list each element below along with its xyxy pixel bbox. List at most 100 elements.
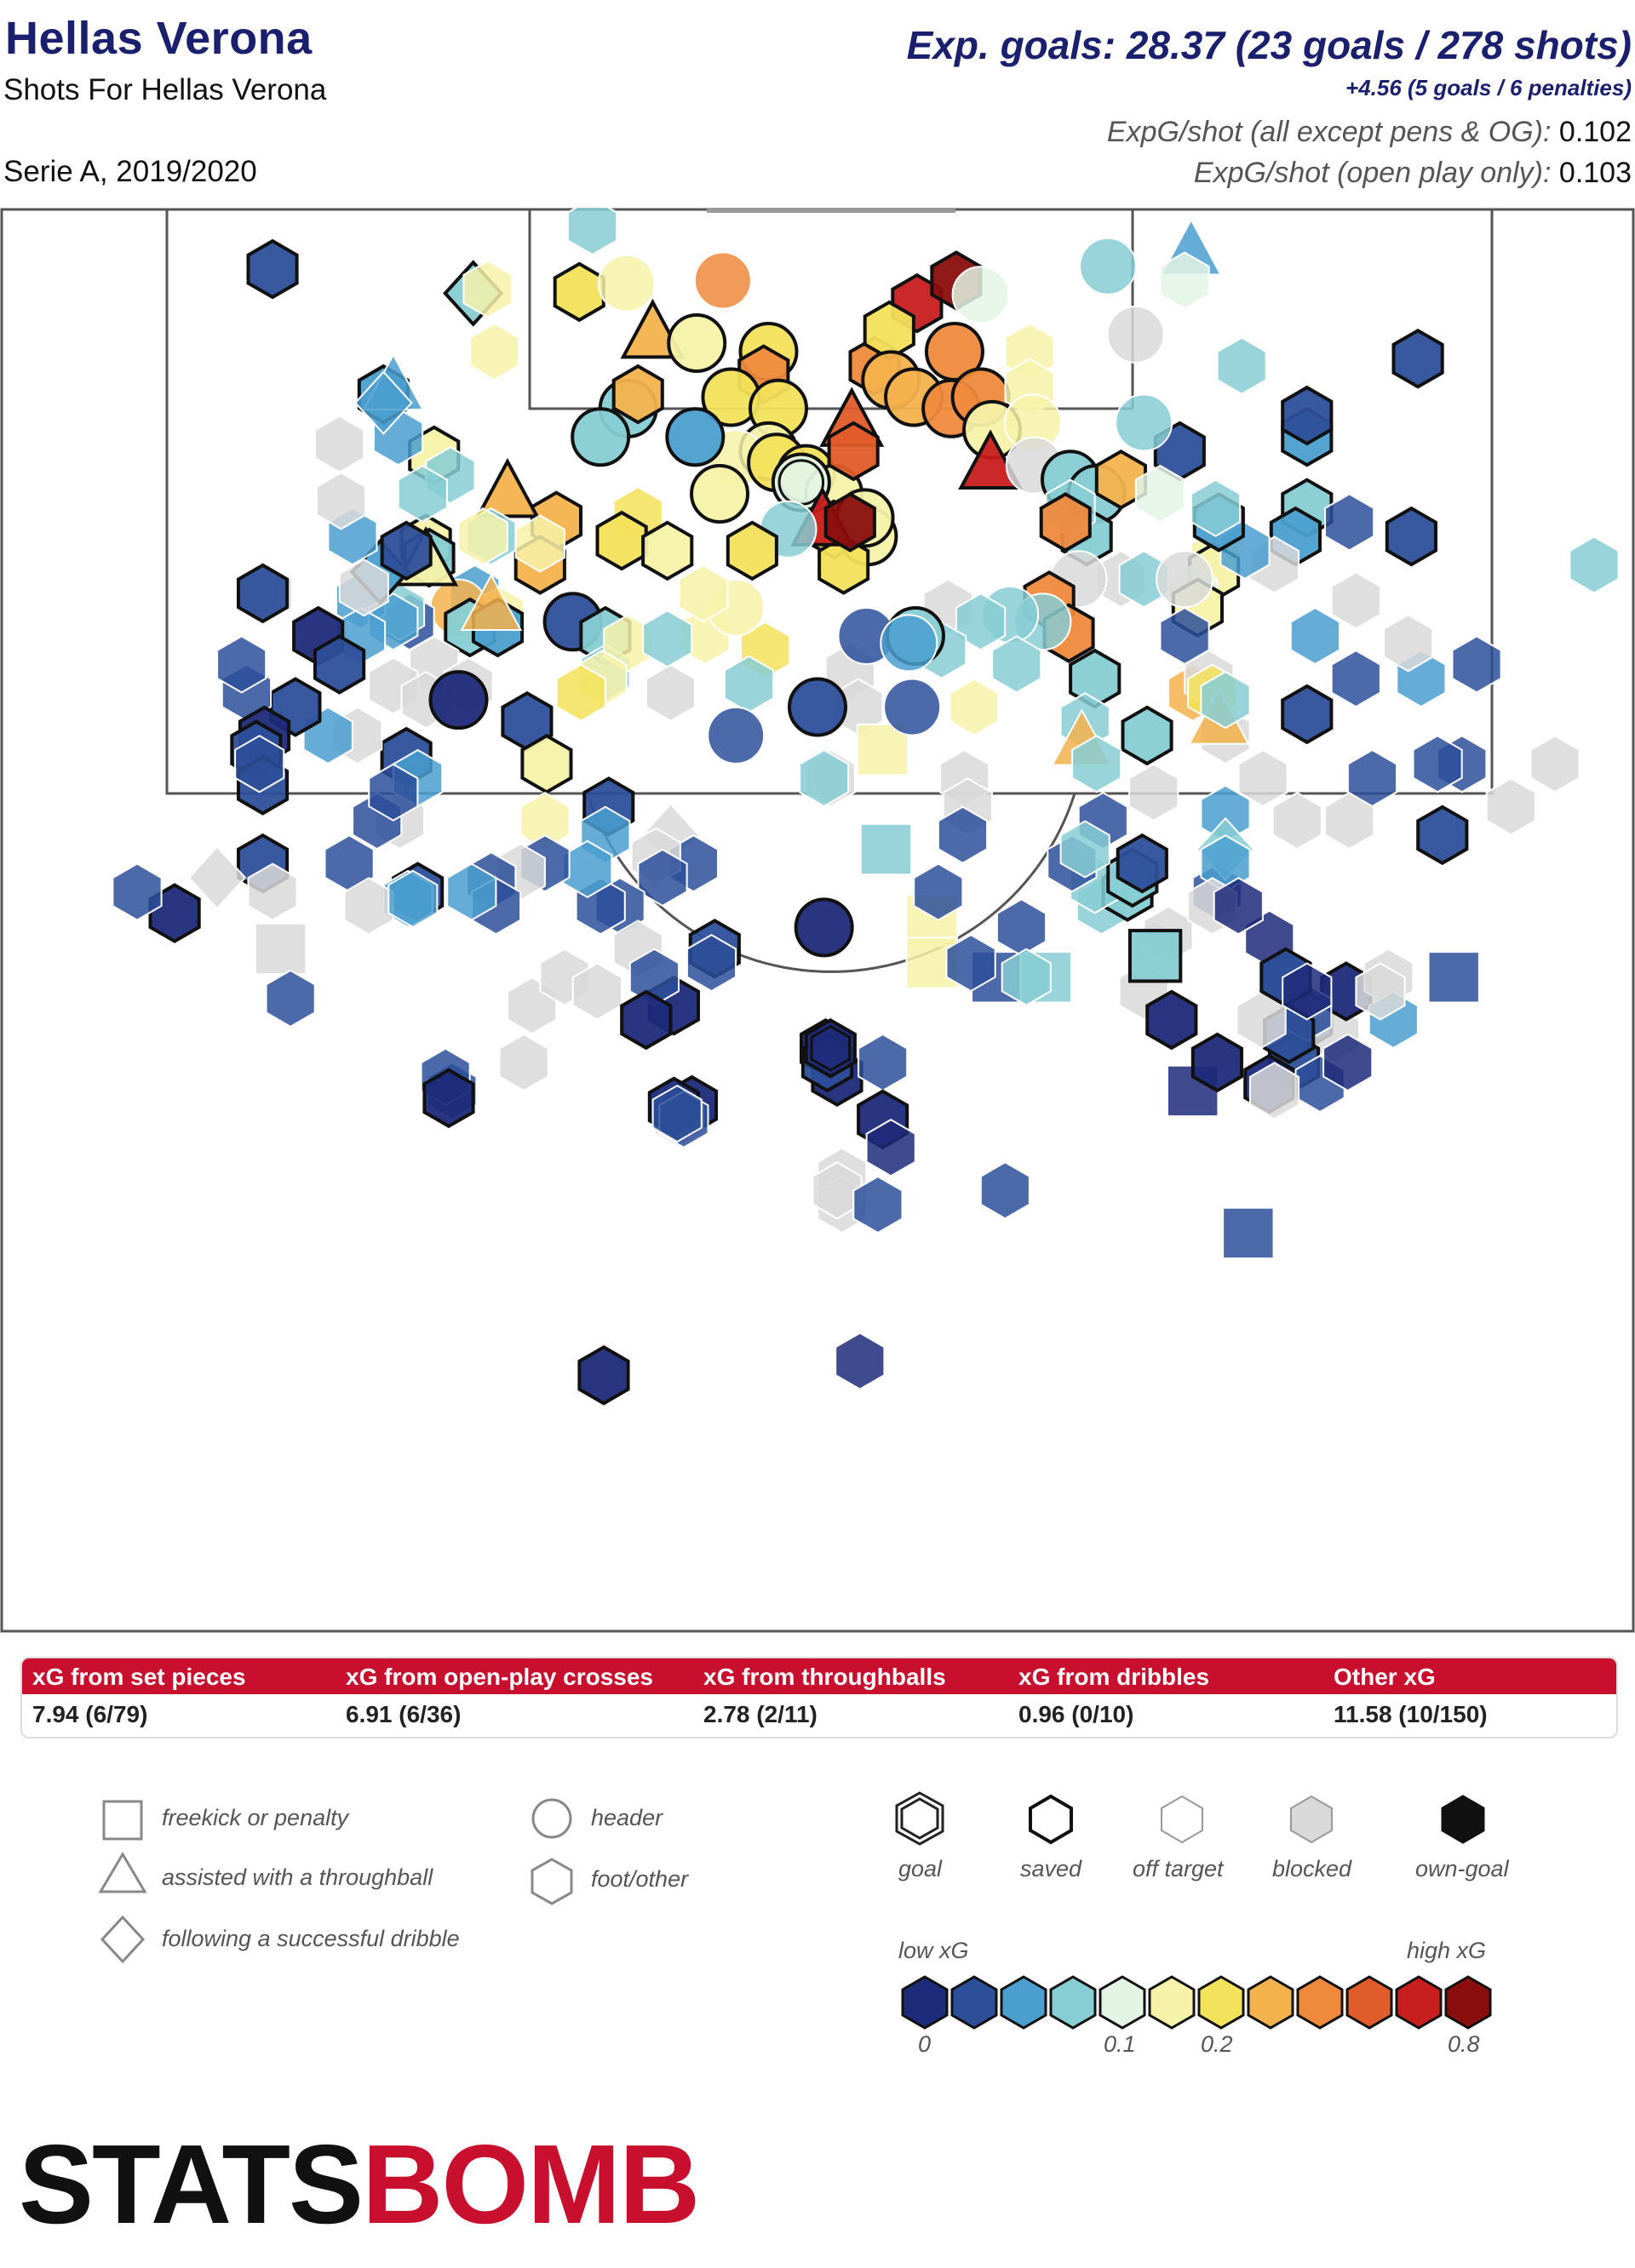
shot-foot-blocked-299 [812,1161,863,1220]
shot-marker-253 [520,733,573,794]
legend-circle-label: header [591,1805,663,1830]
xg-per-shot-open-value: 0.103 [1558,157,1632,189]
scale-swatch-2 [1000,1975,1047,2030]
shot-marker-51 [1106,305,1165,364]
scale-tick-0: 0 [918,2031,932,2057]
stat-set-pieces-label: xG from set pieces [32,1664,246,1690]
shot-foot-off-target-54 [1216,336,1267,395]
xg-per-shot-all-value: 0.102 [1558,116,1632,148]
shot-marker-73 [1121,705,1173,766]
shot-marker-147 [1127,929,1183,983]
shot-foot-off-target-60 [1324,493,1375,552]
shot-marker-61 [1385,506,1437,567]
shot-marker-81 [1324,791,1375,850]
shot-marker-179 [949,678,1000,736]
shot-foot-off-target-5 [567,208,618,256]
shot-marker-313 [1355,962,1406,1021]
shot-marker-318 [1222,1206,1275,1260]
shot-marker-159 [1289,606,1340,666]
scale-tick-0-8: 0.8 [1448,2031,1480,2057]
legend: freekick or penalty assisted with a thro… [0,1771,1635,2094]
shot-foot-off-target-301 [979,1161,1030,1220]
shot-marker-246 [314,415,365,473]
shot-marker-281 [237,563,290,624]
shot-marker-141 [1059,820,1110,879]
shot-marker-194 [474,457,540,518]
outcome-goal-icon [895,1791,944,1846]
shot-marker-301 [979,1161,1030,1220]
scale-high-label: high xG [1407,1938,1487,1963]
stat-throughballs-value: 2.78 (2/11) [703,1701,818,1727]
outcome-own-goal-icon [1441,1795,1485,1844]
shot-marker-146 [1145,989,1198,1051]
shot-marker-160 [1330,571,1381,630]
shot-header-saved-95 [788,677,847,737]
shot-foot-off-target-108 [686,933,737,993]
shot-marker-217 [397,464,448,524]
legend-off-target-label: off target [1133,1856,1224,1881]
shot-marker-198 [457,507,508,566]
shot-marker-110 [637,848,688,908]
shot-foot-saved-189 [726,520,778,581]
shot-marker-60 [1324,493,1375,552]
shot-foot-blocked-308 [1248,1062,1300,1120]
shot-foot-off-target-251 [678,564,729,623]
shot-foot-off-target-184 [799,748,850,808]
shot-freekick-off-target-318 [1222,1206,1275,1260]
shots-layer [112,208,1620,1406]
shot-marker-278 [216,635,267,694]
outcome-saved-icon [1029,1794,1073,1845]
shot-marker-79 [1271,791,1322,850]
shot-throughball-off-target-249 [460,573,523,631]
shot-foot-off-target-280 [234,735,285,793]
shot-marker-298 [865,1119,916,1177]
shot-marker-285 [498,1033,549,1092]
scale-swatch-6 [1197,1975,1245,2030]
shot-marker-299 [812,1161,863,1220]
shot-marker-291 [620,989,673,1051]
shot-marker-11 [571,407,631,467]
shot-marker-158 [1281,684,1334,745]
shot-marker-19 [690,464,750,524]
shot-marker-245 [353,370,413,435]
shot-marker-274 [254,922,307,976]
hexagon-icon [531,1858,573,1905]
outcome-off-target-icon [1161,1795,1203,1844]
shot-foot-saved-140 [1116,833,1168,894]
shot-marker-177 [955,593,1007,651]
shot-foot-saved-12 [611,364,664,425]
shot-marker-53 [1159,251,1210,310]
shot-marker-137 [1427,951,1480,1004]
shot-foot-off-target-212 [642,610,693,668]
shot-foot-saved-302 [1190,1032,1243,1093]
shot-marker-185 [818,535,870,595]
legend-hexagon-label: foot/other [591,1866,689,1892]
shot-foot-off-target-163 [1190,478,1242,537]
shot-foot-saved-210 [641,520,694,581]
shot-foot-off-target-85 [1451,635,1502,694]
scale-swatch-11 [1444,1975,1492,2030]
shot-foot-saved-73 [1121,705,1173,766]
shot-marker-306 [1322,1033,1374,1092]
shot-marker-32 [951,266,1010,324]
shot-marker-249 [460,573,523,631]
shot-throughball-saved-194 [474,457,540,518]
legend-diamond-label: following a successful dribble [162,1926,460,1951]
shot-marker-57 [1391,328,1444,389]
shot-map [0,208,1635,1633]
shot-marker-154 [1412,735,1463,793]
shot-foot-off-target-75 [1071,735,1122,793]
shot-foot-off-target-275 [265,969,316,1028]
shot-foot-saved-291 [620,989,673,1051]
shot-marker-184 [799,748,850,808]
shot-foot-off-target-300 [852,1175,904,1234]
shot-marker-296 [651,1084,703,1143]
shot-marker-121 [945,933,996,993]
shot-marker-4 [553,261,605,323]
shot-marker-250 [555,663,606,722]
shot-marker-242 [315,472,367,530]
shot-marker-120 [913,862,964,921]
xg-per-shot-open-label: ExpG/shot (open play only): [1193,157,1552,189]
shot-marker-251 [678,564,729,623]
shot-foot-blocked-78 [1237,748,1288,808]
